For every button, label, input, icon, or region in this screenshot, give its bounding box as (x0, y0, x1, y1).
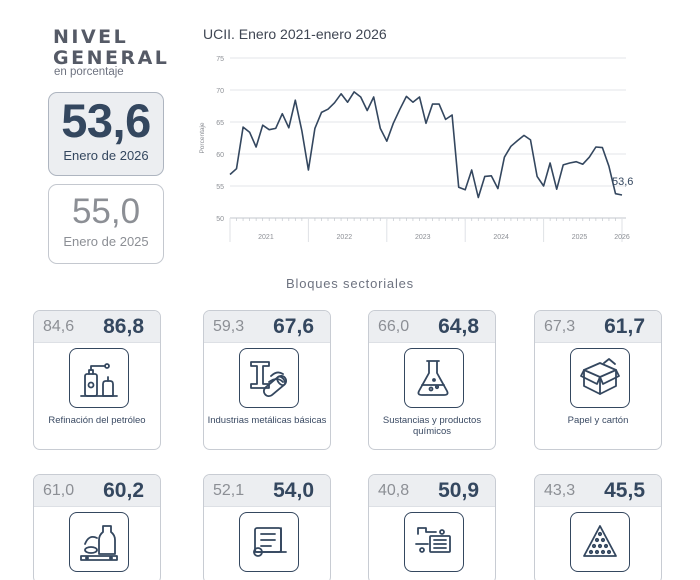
sector-current-value: 67,6 (273, 315, 314, 338)
sector-icon-box (69, 348, 129, 408)
kpi-previous-value: 55,0 (71, 192, 141, 231)
food-products-icon (80, 525, 118, 561)
sector-card-header: 67,3 61,7 (535, 311, 661, 343)
sector-icon-box (69, 512, 129, 572)
sector-label: Papel y cartón (567, 415, 629, 426)
y-tick-label: 65 (216, 120, 224, 127)
sector-icon-box (239, 512, 299, 572)
series-line (229, 91, 623, 199)
y-tick-label: 60 (216, 152, 224, 159)
sector-card-header: 66,0 64,8 (369, 311, 495, 343)
sector-current-value: 61,7 (604, 315, 645, 338)
sector-previous-value: 52,1 (213, 482, 245, 499)
sector-icon-box (239, 348, 299, 408)
sector-card-header: 59,3 67,6 (204, 311, 330, 343)
sector-previous-value: 43,3 (544, 482, 576, 499)
mineral-pile-icon (583, 525, 617, 557)
sector-card-header: 84,6 86,8 (34, 311, 160, 343)
title-line-2: GENERAL (53, 47, 170, 69)
bloques-heading: Bloques sectoriales (286, 276, 414, 291)
sector-label: Sustancias y productos químicos (382, 415, 482, 437)
sector-card: 59,3 67,6 Industrias metálicas básicas (203, 310, 331, 450)
y-tick-label: 50 (216, 216, 224, 223)
sector-card: 66,0 64,8 Sustancias y productos químicos (368, 310, 496, 450)
kpi-previous-label: Enero de 2025 (63, 234, 149, 249)
sector-current-value: 64,8 (438, 315, 479, 338)
machinery-icon (415, 527, 451, 553)
sector-card-header: 52,1 54,0 (204, 475, 330, 507)
kpi-current-card: 53,6 Enero de 2026 (48, 92, 164, 176)
sector-card-header: 40,8 50,9 (369, 475, 495, 507)
y-tick-label: 55 (216, 184, 224, 191)
sector-previous-value: 67,3 (544, 318, 576, 335)
sector-card-header: 61,0 60,2 (34, 475, 160, 507)
kpi-previous-card: 55,0 Enero de 2025 (48, 184, 164, 264)
steel-beam-icon (250, 361, 288, 398)
year-label: 2022 (337, 234, 353, 241)
nivel-subtitle: en porcentaje (54, 66, 124, 78)
sector-current-value: 60,2 (103, 479, 144, 502)
sector-previous-value: 66,0 (378, 318, 410, 335)
year-label: 2021 (258, 234, 274, 241)
sector-label: Industrias metálicas básicas (207, 415, 327, 426)
sector-icon-box (404, 348, 464, 408)
year-label: 2025 (572, 234, 588, 241)
sector-current-value: 50,9 (438, 479, 479, 502)
sector-icon-box (570, 348, 630, 408)
sector-icon-box (570, 512, 630, 572)
sector-card: 84,6 86,8 Refinación del petróleo (33, 310, 161, 450)
sector-card-header: 43,3 45,5 (535, 475, 661, 507)
flask-icon (417, 360, 449, 396)
sector-current-value: 86,8 (103, 315, 144, 338)
sector-card: 40,8 50,9 (368, 474, 496, 580)
year-label: 2023 (415, 234, 431, 241)
sector-current-value: 45,5 (604, 479, 645, 502)
nivel-general-title: NIVEL GENERAL (53, 27, 169, 69)
y-tick-label: 75 (216, 56, 224, 63)
sector-label: Refinación del petróleo (48, 415, 146, 426)
sector-icon-box (404, 512, 464, 572)
oil-refinery-icon (80, 363, 118, 397)
year-label: 2026 (614, 234, 630, 241)
sector-previous-value: 61,0 (43, 482, 75, 499)
chart-title: UCII. Enero 2021-enero 2026 (203, 26, 387, 42)
cardboard-box-icon (580, 358, 620, 395)
sector-card: 67,3 61,7 Papel y cartón (534, 310, 662, 450)
title-line-1: NIVEL (53, 26, 129, 48)
y-axis-label: Porcentaje (199, 122, 206, 153)
kpi-current-label: Enero de 2026 (63, 148, 149, 163)
textile-roll-icon (253, 527, 287, 557)
sector-previous-value: 84,6 (43, 318, 75, 335)
sector-card: 43,3 45,5 (534, 474, 662, 580)
sector-previous-value: 59,3 (213, 318, 245, 335)
kpi-current-value: 53,6 (61, 94, 151, 147)
sector-card: 52,1 54,0 (203, 474, 331, 580)
sector-previous-value: 40,8 (378, 482, 410, 499)
sector-card: 61,0 60,2 (33, 474, 161, 580)
line-chart: 50 55 60 65 70 75 Porcentaje 2021 2022 2023 2024 20… (199, 56, 633, 242)
sector-current-value: 54,0 (273, 479, 314, 502)
y-tick-label: 70 (216, 88, 224, 95)
year-label: 2024 (493, 234, 509, 241)
end-value-label: 53,6 (612, 176, 633, 188)
